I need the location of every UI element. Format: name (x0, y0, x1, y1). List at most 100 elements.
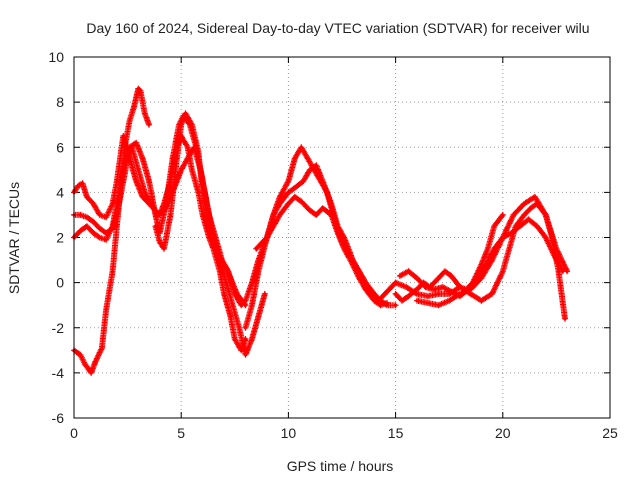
data-point (278, 195, 282, 199)
data-point (308, 208, 312, 213)
data-point (436, 303, 441, 307)
data-point (110, 224, 115, 228)
data-point (222, 292, 226, 296)
data-point (265, 235, 269, 240)
data-point (447, 299, 451, 303)
data-point (533, 195, 537, 199)
y-axis-label: SDTVAR / TECUs (6, 182, 22, 294)
data-point (501, 213, 505, 217)
series-track-8 (264, 193, 390, 309)
data-point (501, 235, 505, 240)
data-point (404, 285, 408, 289)
series-track-12 (414, 193, 571, 309)
data-point (336, 231, 340, 235)
data-point (306, 156, 310, 161)
data-point (529, 206, 533, 210)
y-tick-label: 2 (56, 230, 64, 246)
data-point (469, 287, 473, 291)
data-point (91, 202, 95, 206)
data-point (301, 179, 306, 183)
data-point (511, 213, 516, 217)
y-tick-label: -4 (52, 365, 65, 381)
data-point (492, 247, 496, 251)
data-point (522, 213, 526, 217)
data-point (552, 253, 556, 258)
data-point (293, 156, 297, 161)
data-point (130, 145, 134, 149)
data-point (479, 276, 483, 280)
plot-marks (71, 85, 571, 376)
data-point (213, 247, 218, 251)
data-point (85, 224, 89, 228)
data-point (98, 235, 102, 240)
x-axis-label: GPS time / hours (287, 458, 394, 474)
data-point (394, 303, 398, 307)
data-point (286, 190, 290, 194)
data-point (233, 337, 237, 341)
data-point (104, 308, 108, 312)
data-point (363, 287, 368, 291)
data-point (406, 294, 411, 298)
data-point (138, 89, 143, 93)
data-point (168, 213, 173, 217)
data-point (271, 213, 275, 217)
data-point (271, 224, 275, 228)
data-point (254, 247, 258, 251)
data-point (561, 269, 565, 273)
series-track-5 (152, 110, 249, 309)
data-point (250, 337, 254, 341)
data-point (321, 206, 325, 210)
data-point (224, 281, 228, 285)
data-point (426, 301, 430, 305)
data-point (321, 179, 325, 183)
data-point (278, 213, 282, 217)
data-point (243, 353, 248, 357)
data-point (329, 202, 333, 206)
data-point (231, 303, 235, 307)
data-point (98, 226, 102, 231)
data-point (565, 269, 569, 273)
x-tick-label: 5 (177, 425, 185, 441)
data-point (136, 168, 140, 172)
data-point (132, 105, 136, 109)
data-point (83, 362, 87, 366)
data-point (518, 224, 522, 228)
data-point (115, 179, 119, 183)
data-point (449, 274, 453, 278)
data-point (342, 247, 346, 251)
data-point (207, 224, 211, 228)
data-point (256, 269, 260, 273)
data-point (458, 285, 462, 289)
data-point (117, 190, 121, 194)
data-point (436, 276, 441, 280)
data-point (458, 292, 462, 296)
data-point (228, 314, 233, 319)
data-point (136, 86, 140, 91)
data-point (329, 213, 333, 217)
data-point (278, 202, 282, 206)
data-point (286, 179, 290, 183)
data-point (415, 276, 419, 280)
y-tick-label: 0 (56, 275, 64, 291)
series-track-7 (253, 162, 399, 309)
data-point (162, 208, 166, 213)
data-point (78, 229, 83, 233)
data-point (243, 337, 248, 341)
data-point (143, 190, 147, 194)
y-tick-label: 8 (56, 94, 64, 110)
data-point (378, 303, 383, 307)
data-point (175, 156, 179, 161)
data-point (222, 262, 226, 267)
data-point (556, 269, 561, 273)
data-point (385, 301, 389, 305)
data-point (314, 213, 318, 217)
data-point (509, 231, 513, 235)
data-point (134, 179, 138, 183)
y-tick-label: 4 (56, 184, 64, 200)
data-point (179, 123, 183, 127)
data-point (449, 290, 453, 294)
data-point (469, 292, 473, 296)
data-point (299, 199, 303, 203)
data-point (492, 224, 496, 228)
data-point (104, 215, 108, 219)
